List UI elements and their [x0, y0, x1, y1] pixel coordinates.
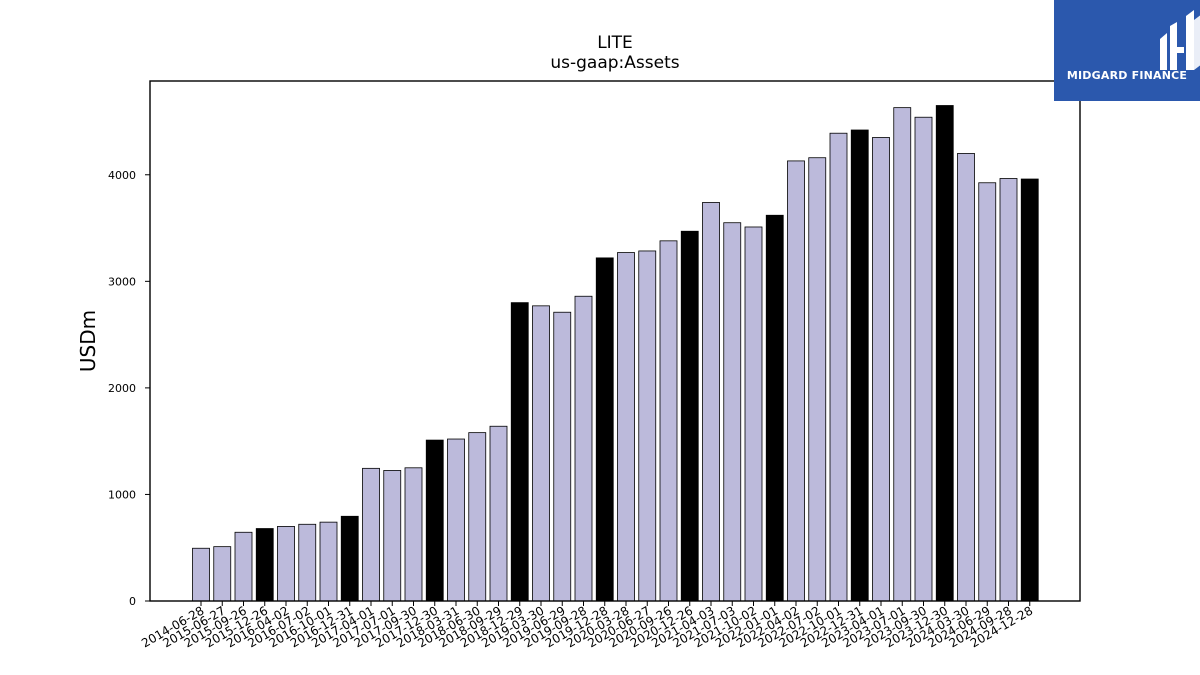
y-tick-label: 0	[129, 595, 136, 608]
bar-2015-09-26	[234, 531, 253, 602]
bar-2021-10-02	[744, 226, 763, 602]
bar-2016-10-01	[319, 521, 338, 602]
bar-2018-12-29	[510, 302, 529, 602]
y-axis-ticks: 0 1000 2000 3000 4000	[108, 169, 150, 608]
midgard-finance-logo: MIDGARD FINANCE	[1054, 0, 1200, 101]
bar-2020-12-26	[680, 230, 699, 602]
bar-2018-06-30	[468, 432, 487, 602]
chart-title: LITE	[597, 33, 633, 53]
bar-2024-12-28	[1020, 178, 1039, 602]
bar-2022-04-02	[787, 160, 805, 602]
bar-2022-07-02	[808, 157, 827, 602]
bar-2019-06-29	[553, 311, 572, 602]
bar-2014-06-28	[192, 547, 210, 602]
bar-2018-03-31	[447, 438, 465, 602]
bar-2024-06-29	[978, 182, 997, 602]
bar-2017-07-01	[383, 470, 402, 602]
bar-2017-12-30	[425, 439, 444, 602]
bar-2017-04-01	[362, 467, 380, 602]
bar-2015-06-27	[213, 546, 232, 602]
bar-2022-10-01	[829, 132, 848, 602]
x-axis-ticks: 2014-06-282015-06-272015-09-262015-12-26…	[139, 601, 1035, 650]
bar-2020-09-26	[659, 240, 678, 602]
bar-2019-03-30	[532, 305, 550, 602]
bar-2018-09-29	[489, 425, 508, 602]
bar-2017-09-30	[404, 467, 423, 602]
bar-2016-04-02	[277, 526, 295, 602]
bar-2020-03-28	[617, 252, 635, 602]
plot-frame	[149, 80, 1081, 602]
bar-2024-09-28	[999, 178, 1018, 602]
y-tick-label: 1000	[108, 488, 136, 501]
bar-2022-12-31	[850, 129, 869, 602]
y-tick-label: 3000	[108, 275, 136, 288]
midgard-logo-icon	[1160, 10, 1200, 70]
bar-2015-12-26	[255, 528, 274, 602]
chart-subtitle: us-gaap:Assets	[550, 53, 679, 73]
bar-2016-07-02	[298, 523, 317, 602]
bar-2023-09-30	[914, 116, 933, 602]
y-axis-label: USDm	[76, 310, 100, 372]
y-tick-label: 2000	[108, 382, 136, 395]
bar-2016-12-31	[340, 515, 359, 602]
bar-2022-01-01	[765, 214, 784, 602]
bar-2023-12-30	[935, 105, 954, 602]
bar-2024-03-30	[957, 153, 975, 602]
bars	[192, 105, 1039, 602]
bar-2023-04-01	[872, 137, 890, 602]
bar-2021-07-03	[723, 222, 742, 602]
logo-text: MIDGARD FINANCE	[1066, 69, 1188, 82]
bar-2023-07-01	[893, 107, 912, 602]
bar-2019-12-28	[595, 257, 614, 602]
bar-2019-09-28	[574, 295, 593, 602]
bar-2020-06-27	[638, 250, 657, 602]
bar-2021-04-03	[702, 202, 720, 602]
y-tick-label: 4000	[108, 169, 136, 182]
